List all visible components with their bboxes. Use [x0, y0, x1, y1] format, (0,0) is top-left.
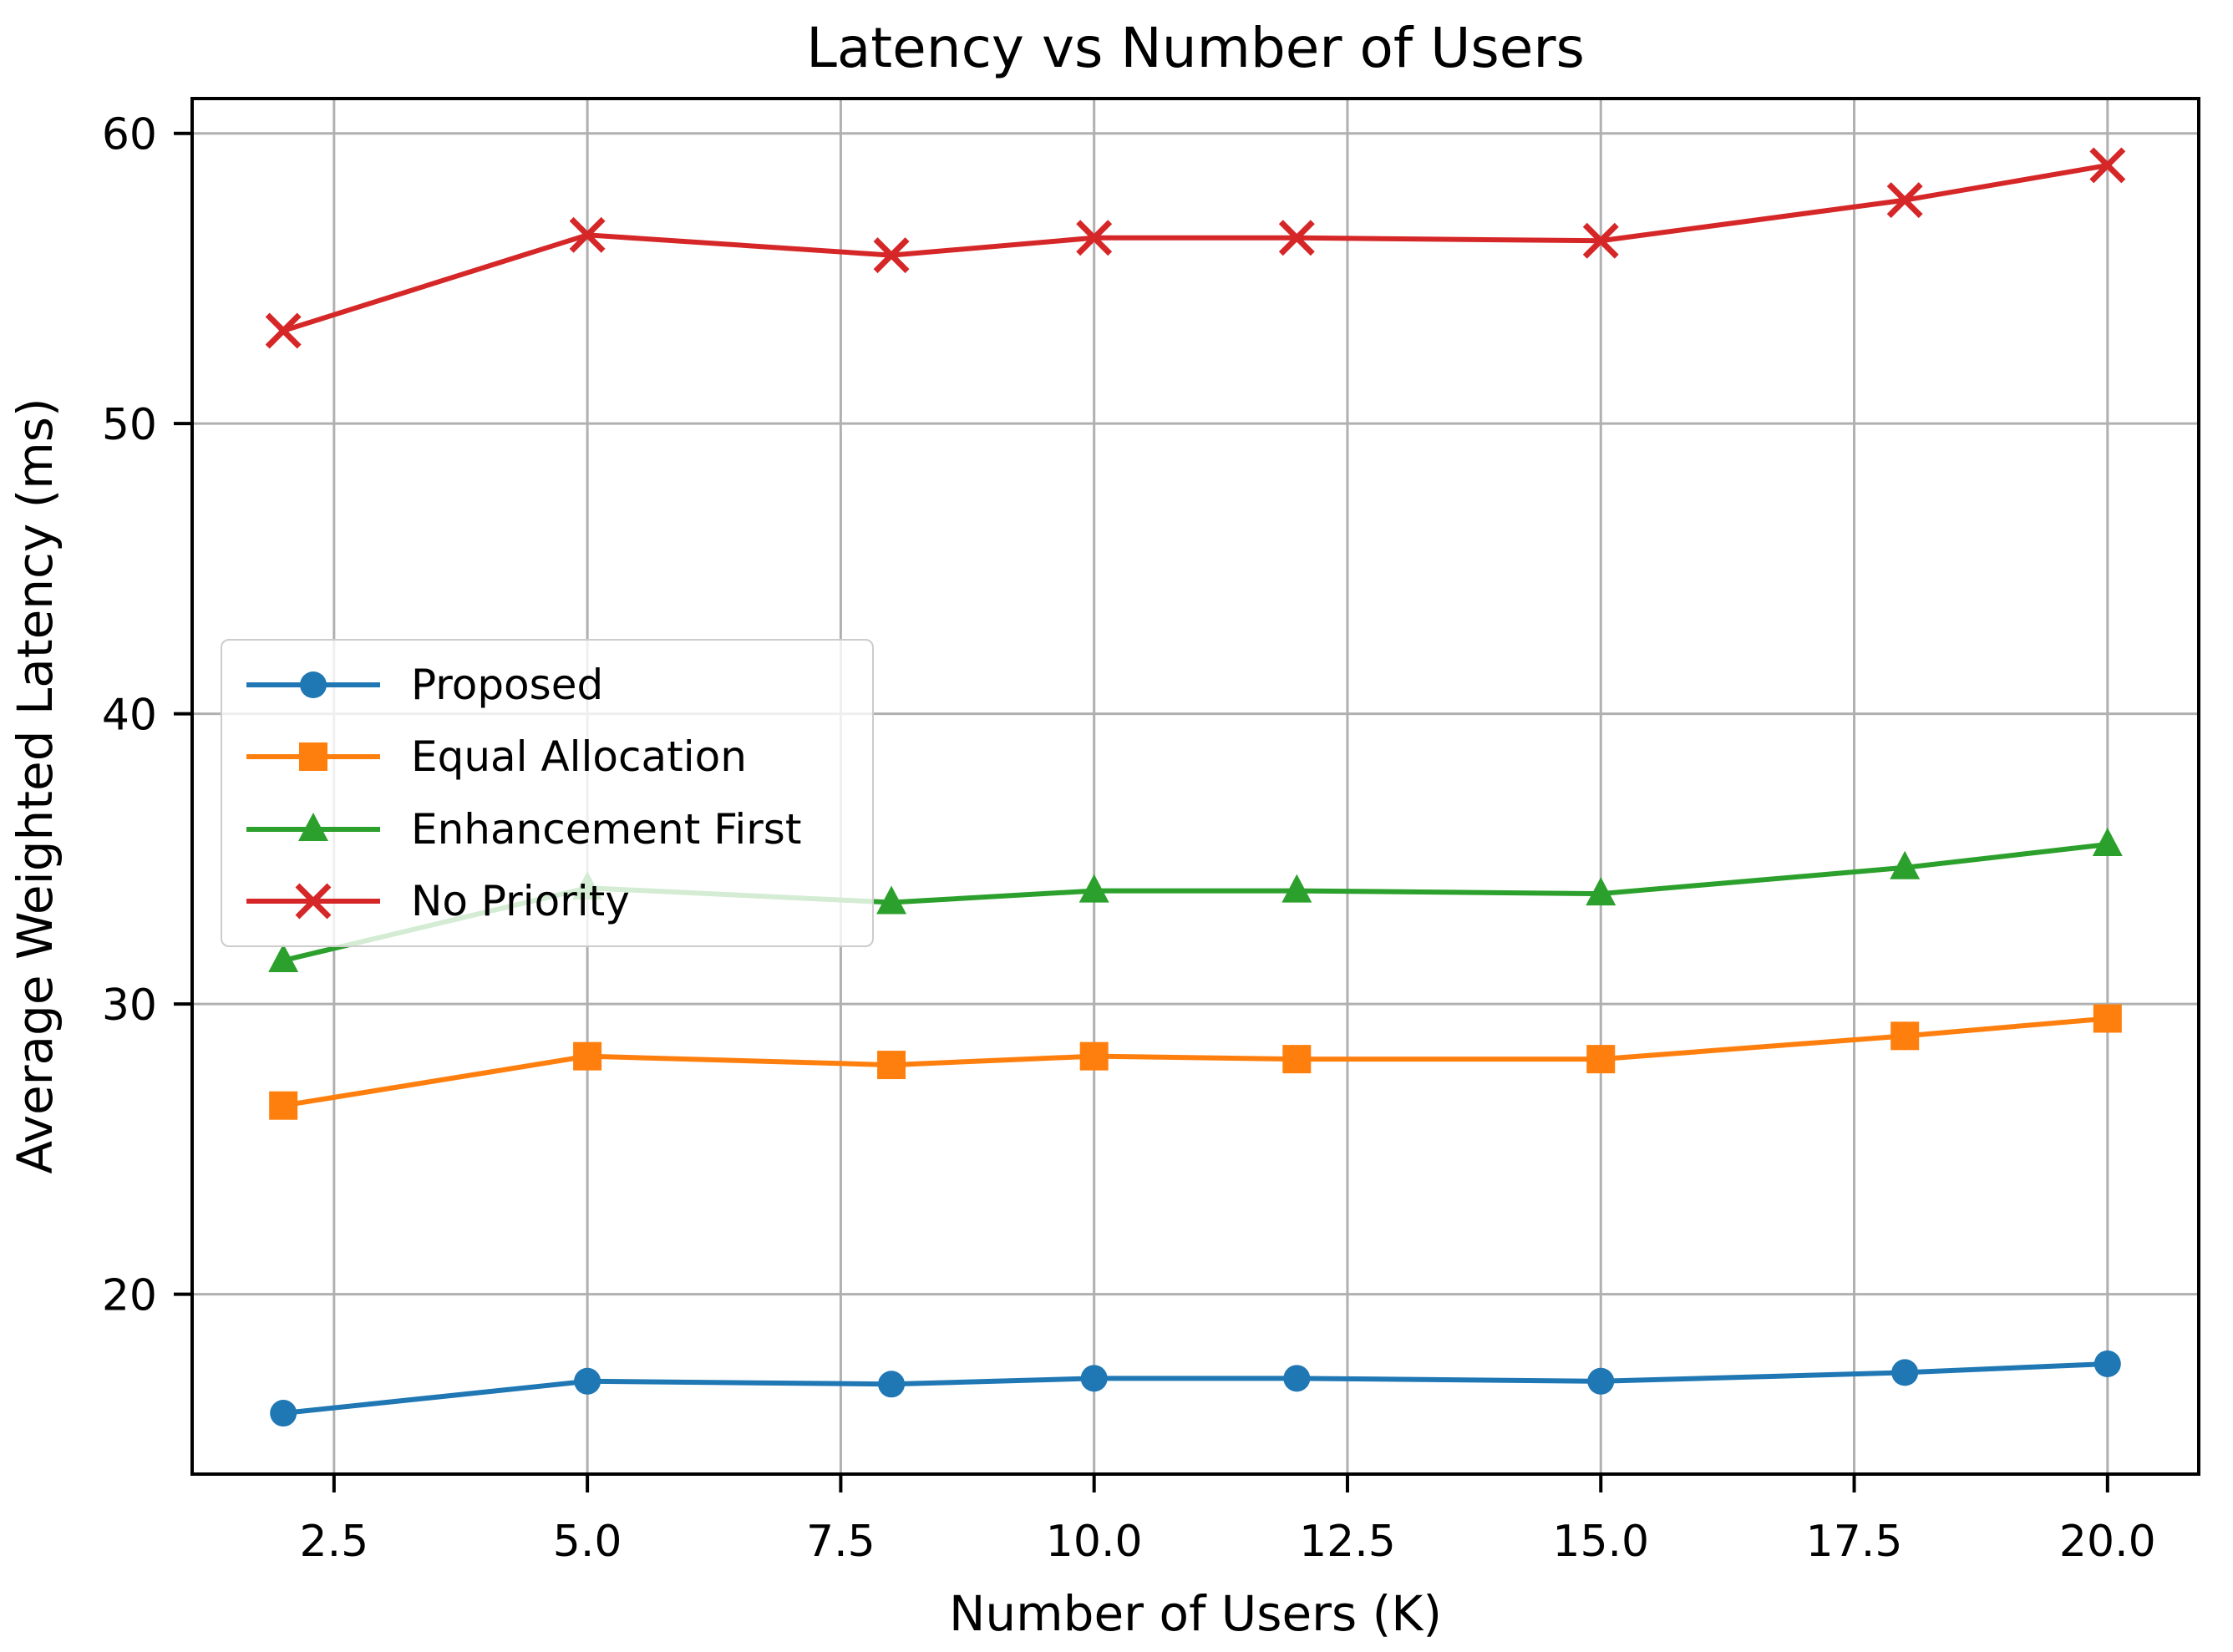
legend-swatch-x-icon — [246, 883, 380, 920]
x-tick-label: 20.0 — [2059, 1517, 2156, 1567]
marker-proposed — [270, 1400, 297, 1427]
marker-equal-allocation — [2093, 1004, 2122, 1033]
marker-proposed — [2093, 1350, 2121, 1377]
marker-no-priority — [2089, 147, 2126, 184]
marker-no-priority — [1886, 182, 1923, 219]
marker-enhancement-first — [1586, 877, 1616, 906]
marker-enhancement-first — [268, 943, 299, 972]
chart-title: Latency vs Number of Users — [806, 16, 1585, 80]
x-tick-label: 5.0 — [553, 1517, 622, 1567]
y-tick-label: 50 — [102, 400, 157, 450]
marker-proposed — [1587, 1367, 1615, 1395]
legend-item-proposed: Proposed — [242, 660, 864, 710]
legend-sample-marker — [298, 812, 328, 841]
marker-equal-allocation — [1282, 1045, 1312, 1074]
marker-proposed — [574, 1367, 601, 1395]
marker-equal-allocation — [269, 1091, 298, 1120]
y-tick-label: 20 — [102, 1271, 157, 1321]
x-tick-label: 2.5 — [299, 1517, 368, 1567]
y-axis-label: Average Weighted Latency (ms) — [7, 398, 63, 1174]
legend-swatch-square-icon — [246, 742, 380, 772]
x-tick-label: 7.5 — [806, 1517, 875, 1567]
legend-sample-marker — [295, 883, 332, 920]
legend-swatch-triangle-icon — [246, 812, 380, 841]
marker-proposed — [1080, 1365, 1108, 1392]
series-line-equal-allocation — [282, 1016, 2109, 1108]
marker-no-priority — [873, 237, 910, 274]
x-tick-label: 12.5 — [1299, 1517, 1396, 1567]
marker-proposed — [1891, 1359, 1919, 1386]
x-axis-label: Number of Users (K) — [949, 1585, 1442, 1642]
x-tick-label: 17.5 — [1806, 1517, 1903, 1567]
legend-sample-marker — [299, 742, 327, 772]
marker-no-priority — [1278, 220, 1315, 256]
marker-enhancement-first — [1078, 874, 1109, 903]
legend-item-no-priority: No Priority — [242, 876, 864, 926]
legend-label: Equal Allocation — [411, 732, 747, 782]
y-tick-label: 40 — [102, 691, 157, 741]
x-tick-label: 10.0 — [1046, 1517, 1143, 1567]
legend-item-enhancement-first: Enhancement First — [242, 804, 864, 854]
legend: Proposed Equal Allocation Enhancement Firs… — [221, 639, 874, 947]
marker-no-priority — [569, 216, 606, 253]
marker-equal-allocation — [877, 1051, 906, 1080]
marker-equal-allocation — [1586, 1045, 1616, 1074]
plot-border — [190, 97, 2200, 1476]
marker-enhancement-first — [876, 885, 907, 915]
marker-no-priority — [1076, 220, 1113, 256]
series-line-no-priority — [282, 162, 2109, 333]
marker-enhancement-first — [1890, 850, 1921, 879]
series-line-proposed — [282, 1361, 2108, 1416]
y-tick-label: 30 — [102, 981, 157, 1031]
legend-swatch-circle-icon — [246, 671, 380, 699]
x-tick-label: 15.0 — [1552, 1517, 1649, 1567]
marker-enhancement-first — [1281, 874, 1312, 903]
legend-label: No Priority — [411, 876, 630, 925]
marker-enhancement-first — [2092, 827, 2123, 856]
legend-sample-marker — [300, 671, 327, 699]
marker-equal-allocation — [1890, 1021, 1920, 1051]
y-tick-label: 60 — [102, 110, 157, 160]
marker-proposed — [878, 1371, 906, 1398]
legend-label: Enhancement First — [411, 804, 802, 854]
marker-no-priority — [1582, 222, 1619, 259]
marker-equal-allocation — [1079, 1041, 1109, 1071]
marker-equal-allocation — [573, 1041, 602, 1071]
marker-proposed — [1283, 1365, 1311, 1392]
marker-no-priority — [265, 312, 302, 349]
legend-label: Proposed — [411, 661, 604, 710]
legend-item-equal-allocation: Equal Allocation — [242, 732, 864, 782]
